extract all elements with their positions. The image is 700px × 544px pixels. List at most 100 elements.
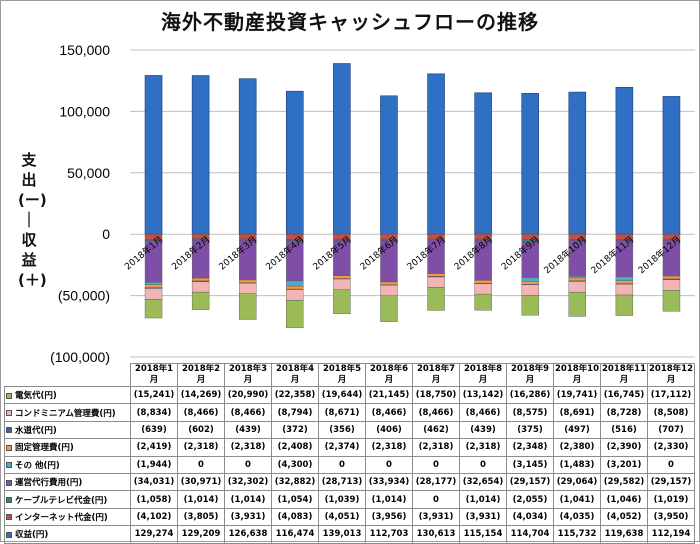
bar-segment-expense	[380, 285, 397, 295]
table-cell: (439)	[460, 421, 507, 438]
table-cell: (1,046)	[601, 491, 648, 508]
table-cell: (20,990)	[225, 387, 272, 404]
table-cell: (1,014)	[366, 491, 413, 508]
table-cell: (2,419)	[131, 439, 178, 456]
bar-income	[428, 74, 445, 234]
series-name: コンドミニアム管理費(円)	[15, 409, 116, 419]
table-cell: 0	[225, 456, 272, 473]
bar-segment-expense	[333, 290, 350, 314]
table-cell: (3,931)	[460, 508, 507, 525]
table-cell: (4,035)	[554, 508, 601, 525]
table-cell: (16,745)	[601, 387, 648, 404]
bar-segment-expense	[663, 280, 680, 290]
bar-segment-expense	[192, 282, 209, 292]
table-cell: (1,483)	[554, 456, 601, 473]
bar-income	[663, 96, 680, 234]
bar-income	[616, 87, 633, 234]
table-column-header: 2018年6月	[366, 364, 413, 387]
table-column-header: 2018年9月	[507, 364, 554, 387]
bar-segment-expense	[475, 284, 492, 294]
table-row-header: インターネット代金(円)	[5, 508, 131, 525]
table-row-header: 水道代(円)	[5, 421, 131, 438]
bar-segment-expense	[286, 286, 303, 289]
series-name: 水道代(円)	[15, 426, 57, 436]
table-cell: (21,145)	[366, 387, 413, 404]
bar-segment-expense	[428, 287, 445, 310]
bar-segment-expense	[663, 276, 680, 279]
table-cell: (8,691)	[554, 404, 601, 421]
table-cell: (1,041)	[554, 491, 601, 508]
table-cell: (8,575)	[507, 404, 554, 421]
table-cell: (18,750)	[413, 387, 460, 404]
table-cell: (1,039)	[319, 491, 366, 508]
table-cell: (4,034)	[507, 508, 554, 525]
table-cell: (2,374)	[319, 439, 366, 456]
table-cell: (439)	[225, 421, 272, 438]
y-tick-label: (50,000)	[58, 288, 110, 304]
table-cell: (1,019)	[648, 491, 695, 508]
table-cell: 0	[648, 456, 695, 473]
table-column-header: 2018年2月	[178, 364, 225, 387]
legend-swatch	[6, 427, 12, 433]
bar-segment-expense	[663, 290, 680, 311]
table-cell: (8,794)	[272, 404, 319, 421]
table-cell: (19,644)	[319, 387, 366, 404]
table-cell: (32,654)	[460, 473, 507, 490]
y-tick-label: 150,000	[59, 42, 110, 58]
gridlines	[130, 50, 695, 357]
table-cell: (8,728)	[601, 404, 648, 421]
bar-segment-expense	[286, 281, 303, 286]
table-cell: 114,704	[507, 526, 554, 543]
table-cell: (15,241)	[131, 387, 178, 404]
table-cell: (17,112)	[648, 387, 695, 404]
table-cell: (4,102)	[131, 508, 178, 525]
table-column-header: 2018年8月	[460, 364, 507, 387]
table-cell: (8,466)	[225, 404, 272, 421]
table-column-header: 2018年4月	[272, 364, 319, 387]
table-cell: (8,466)	[178, 404, 225, 421]
table-cell: (2,318)	[225, 439, 272, 456]
table-cell: (2,318)	[178, 439, 225, 456]
table-cell: 129,274	[131, 526, 178, 543]
table-cell: (32,302)	[225, 473, 272, 490]
table-cell: 139,013	[319, 526, 366, 543]
table-cell: (516)	[601, 421, 648, 438]
table-cell: (372)	[272, 421, 319, 438]
bar-segment-expense	[286, 290, 303, 301]
table-cell: (1,014)	[460, 491, 507, 508]
table-row-header: コンドミニアム管理費(円)	[5, 404, 131, 421]
table-cell: (32,882)	[272, 473, 319, 490]
table-cell: 112,194	[648, 526, 695, 543]
table-cell: 0	[319, 456, 366, 473]
bar-segment-expense	[616, 284, 633, 295]
table-row: 運営代行費用(円)(34,031)(30,971)(32,302)(32,882…	[5, 473, 695, 490]
table-cell: (2,390)	[601, 439, 648, 456]
series-name: その 他(円)	[15, 461, 60, 471]
table-cell: (2,348)	[507, 439, 554, 456]
table-cell: 126,638	[225, 526, 272, 543]
bar-segment-expense	[239, 280, 256, 283]
table-cell: (29,157)	[507, 473, 554, 490]
legend-swatch	[6, 393, 12, 399]
table-cell: (34,031)	[131, 473, 178, 490]
table-cell: (3,931)	[225, 508, 272, 525]
table-cell: (14,269)	[178, 387, 225, 404]
table-cell: 119,638	[601, 526, 648, 543]
table-cell: 115,732	[554, 526, 601, 543]
bar-income	[333, 63, 350, 234]
table-cell: (8,671)	[319, 404, 366, 421]
bar-segment-expense	[380, 282, 397, 285]
bar-segment-expense	[616, 295, 633, 316]
bar-segment-expense	[616, 277, 633, 281]
table-cell: (2,318)	[413, 439, 460, 456]
bar-income	[192, 76, 209, 235]
bar-segment-expense	[286, 300, 303, 327]
bar-segment-expense	[522, 277, 539, 281]
bar-segment-expense	[522, 295, 539, 315]
series-name: 固定管理費(円)	[15, 443, 74, 453]
